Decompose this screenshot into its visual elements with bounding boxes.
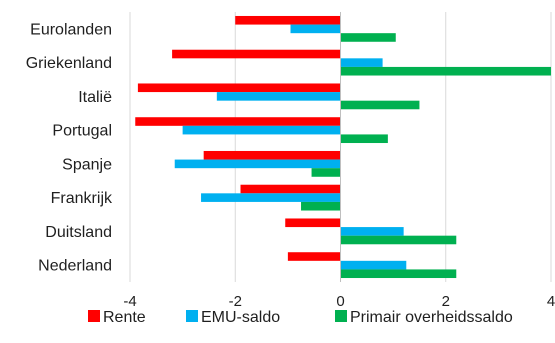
category-label-frankrijk: Frankrijk bbox=[51, 190, 113, 207]
category-label-eurolanden: Eurolanden bbox=[30, 21, 112, 38]
legend-swatch-emu-saldo bbox=[186, 310, 198, 322]
legend-swatch-rente bbox=[88, 310, 100, 322]
category-label-griekenland: Griekenland bbox=[26, 55, 112, 72]
bar-primair-overheidssaldo-duitsland bbox=[340, 235, 457, 245]
bar-emu-saldo-nederland bbox=[340, 260, 407, 270]
legend-label-primair-overheidssaldo: Primair overheidssaldo bbox=[350, 309, 513, 326]
bar-emu-saldo-duitsland bbox=[340, 227, 404, 236]
legend: Rente EMU-saldo Primair overheidssaldo bbox=[88, 309, 513, 326]
bar-rente-italie bbox=[137, 83, 341, 93]
legend-swatch-primair-overheidssaldo bbox=[335, 310, 347, 322]
bar-rente-griekenland bbox=[172, 49, 341, 59]
bar-rente-duitsland bbox=[285, 218, 341, 228]
bar-rente-portugal bbox=[135, 117, 341, 126]
bar-rente-frankrijk bbox=[240, 184, 341, 194]
x-tick-label: 0 bbox=[336, 293, 344, 310]
category-label-italie: Italië bbox=[78, 89, 112, 106]
bar-layer bbox=[135, 15, 551, 279]
bar-emu-saldo-italie bbox=[216, 92, 341, 101]
bar-primair-overheidssaldo-spanje bbox=[311, 168, 341, 177]
category-labels: Eurolanden Griekenland Italië Portugal Spanj… bbox=[26, 21, 113, 274]
bar-emu-saldo-frankrijk bbox=[201, 193, 341, 202]
bar-primair-overheidssaldo-portugal bbox=[340, 134, 388, 144]
bar-primair-overheidssaldo-italie bbox=[340, 100, 420, 110]
bar-primair-overheidssaldo-eurolanden bbox=[340, 33, 396, 42]
x-tick-labels: -4 -2 0 2 4 bbox=[123, 293, 555, 310]
bar-emu-saldo-griekenland bbox=[340, 58, 383, 67]
x-tick-label: 2 bbox=[442, 293, 450, 310]
bar-rente-eurolanden bbox=[235, 15, 341, 25]
bar-rente-nederland bbox=[287, 252, 341, 261]
category-label-duitsland: Duitsland bbox=[45, 224, 112, 241]
category-label-nederland: Nederland bbox=[38, 258, 112, 275]
bar-emu-saldo-eurolanden bbox=[290, 24, 341, 34]
legend-label-emu-saldo: EMU-saldo bbox=[201, 309, 280, 326]
bar-emu-saldo-spanje bbox=[174, 159, 341, 169]
x-tick-label: 4 bbox=[547, 293, 555, 310]
bar-primair-overheidssaldo-frankrijk bbox=[301, 201, 341, 211]
x-tick-label: -2 bbox=[229, 293, 242, 310]
legend-label-rente: Rente bbox=[103, 309, 146, 326]
bar-primair-overheidssaldo-griekenland bbox=[340, 66, 551, 76]
x-tick-label: -4 bbox=[123, 293, 136, 310]
category-label-spanje: Spanje bbox=[62, 156, 112, 173]
category-label-portugal: Portugal bbox=[52, 123, 112, 140]
bar-rente-spanje bbox=[203, 150, 341, 160]
bar-emu-saldo-portugal bbox=[182, 125, 341, 135]
bar-primair-overheidssaldo-nederland bbox=[340, 269, 457, 279]
